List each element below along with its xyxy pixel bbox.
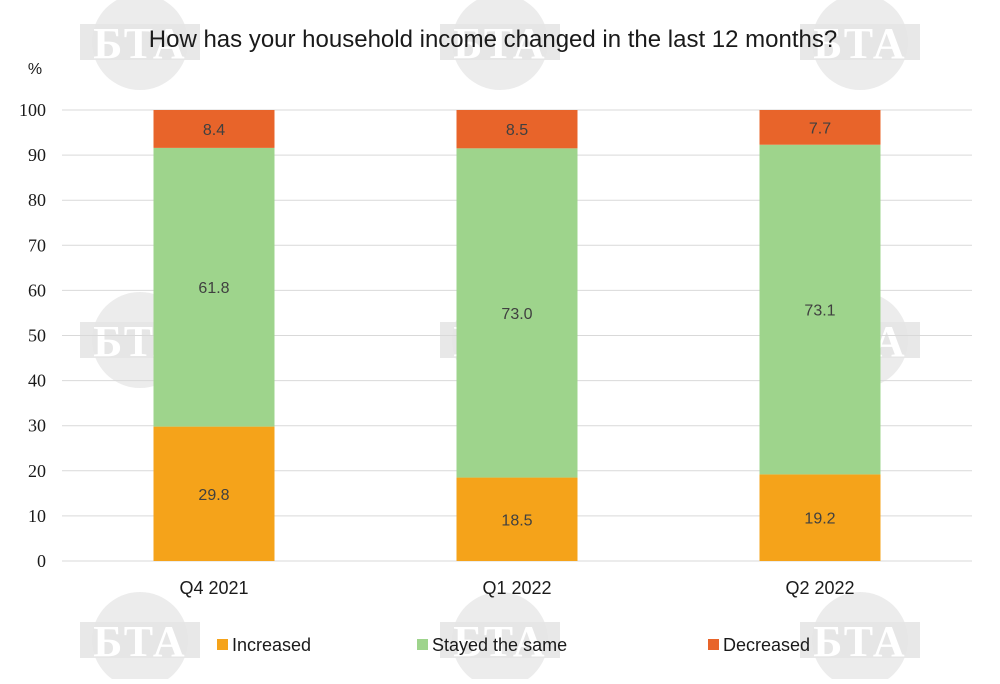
legend-swatch [417,639,428,650]
bar-segment [759,144,881,475]
data-label: 19.2 [804,511,835,528]
bar-segment [456,477,578,561]
bar-segment [759,110,881,145]
bar-stack: 19.2 73.1 7.7 [759,110,881,561]
y-tick-label: 60 [28,280,46,300]
watermark-band [80,622,200,658]
y-tick-label: 50 [28,326,46,346]
data-label: 73.0 [501,306,532,323]
y-tick-label: 10 [28,506,46,526]
legend-swatch [708,639,719,650]
y-tick-label: 0 [37,551,46,571]
watermark-text: БТА [453,19,546,68]
legend-label: Decreased [723,635,810,655]
y-tick-label: 20 [28,461,46,481]
x-tick-label: Q4 2021 [179,578,248,598]
watermark-text: БТА [813,617,906,666]
x-tick-label: Q2 2022 [785,578,854,598]
watermark-logo: БТА [80,0,200,90]
y-tick-label: 40 [28,371,46,391]
y-axis-unit-label: % [28,61,42,78]
bar-layer: 29.8 61.8 8.4 18.5 73.0 8.5 19.2 73.1 7.7 [153,110,881,561]
legend-label: Increased [232,635,311,655]
watermark-text: БТА [93,19,186,68]
legend-item: Stayed the same [417,635,567,655]
bar-segment [153,426,275,561]
bar-segment [153,147,275,427]
x-tick-label: Q1 2022 [482,578,551,598]
data-label: 73.1 [804,303,835,320]
bar-segment [153,110,275,148]
legend: Increased Stayed the same Decreased [217,635,810,655]
bar-stack: 18.5 73.0 8.5 [456,110,578,561]
watermark-logo: БТА [800,592,920,684]
bar-segment [759,474,881,561]
data-label: 7.7 [809,120,831,137]
data-label: 61.8 [198,280,229,297]
y-tick-label: 30 [28,416,46,436]
watermark-text: БТА [93,617,186,666]
watermark-logo: БТА [800,0,920,90]
bar-segment [456,148,578,478]
y-tick-label: 70 [28,235,46,255]
x-axis: Q4 2021 Q1 2022 Q2 2022 [179,578,854,598]
watermark-band [800,24,920,60]
watermark-text: БТА [453,617,546,666]
watermark-logo: БТА [80,592,200,684]
legend-swatch [217,639,228,650]
watermark-band [80,24,200,60]
data-label: 18.5 [501,512,532,529]
legend-label: Stayed the same [432,635,567,655]
bar-stack: 29.8 61.8 8.4 [153,110,275,561]
data-label: 8.5 [506,122,528,139]
watermark-band [800,622,920,658]
y-tick-label: 80 [28,190,46,210]
data-label: 29.8 [198,487,229,504]
watermark-band [440,622,560,658]
y-tick-label: 100 [19,100,46,120]
watermark-band [440,24,560,60]
legend-item: Decreased [708,635,810,655]
watermark-text: БТА [813,19,906,68]
data-label: 8.4 [203,122,225,139]
watermark-logo: БТА [440,592,560,684]
legend-item: Increased [217,635,311,655]
watermark-logo: БТА [440,0,560,90]
y-tick-label: 90 [28,145,46,165]
bar-segment [456,110,578,149]
chart-title: How has your household income changed in… [149,26,837,53]
